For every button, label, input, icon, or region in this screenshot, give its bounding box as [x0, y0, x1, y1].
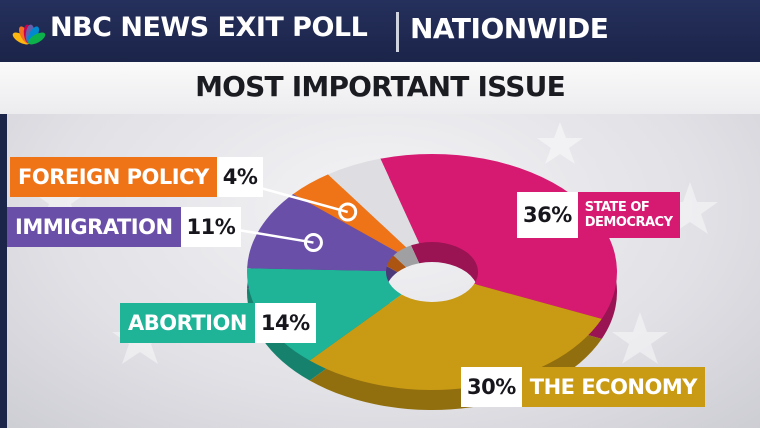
label-immigration-value: 11%	[180, 207, 242, 247]
leader-marker	[338, 202, 358, 222]
label-immigration: IMMIGRATION 11%	[7, 207, 242, 247]
label-foreign-policy: FOREIGN POLICY 4%	[10, 157, 264, 197]
nbc-peacock-logo	[12, 24, 46, 45]
header-bar	[0, 0, 760, 62]
slice-foreign-policy	[293, 174, 407, 253]
label-democracy-line2: DEMOCRACY	[584, 215, 673, 230]
label-democracy: 36% STATE OF DEMOCRACY	[517, 192, 680, 238]
label-immigration-text: IMMIGRATION	[7, 207, 181, 247]
label-abortion-text: ABORTION	[120, 303, 255, 343]
label-foreign-policy-text: FOREIGN POLICY	[10, 157, 217, 197]
label-economy: 30% THE ECONOMY	[461, 367, 705, 407]
label-economy-text: THE ECONOMY	[521, 367, 705, 407]
left-frame-edge	[0, 62, 7, 428]
label-abortion-value: 14%	[254, 303, 316, 343]
chart-title: MOST IMPORTANT ISSUE	[195, 70, 566, 103]
brand-title: NBC NEWS EXIT POLL	[50, 12, 368, 43]
label-abortion: ABORTION 14%	[120, 303, 316, 343]
region-title: NATIONWIDE	[410, 12, 609, 45]
label-economy-value: 30%	[461, 367, 522, 407]
title-band	[0, 62, 760, 114]
slice-immigration	[247, 193, 398, 272]
label-democracy-value: 36%	[517, 192, 578, 238]
label-democracy-text: STATE OF DEMOCRACY	[577, 192, 680, 238]
leader-line	[231, 227, 314, 244]
slice-the-economy	[309, 283, 602, 390]
leader-marker	[303, 233, 323, 253]
label-foreign-policy-value: 4%	[216, 157, 264, 197]
header-divider	[396, 12, 399, 52]
label-democracy-line1: STATE OF	[584, 200, 650, 215]
slice-remainder	[328, 158, 420, 248]
peacock-feather	[28, 32, 46, 45]
